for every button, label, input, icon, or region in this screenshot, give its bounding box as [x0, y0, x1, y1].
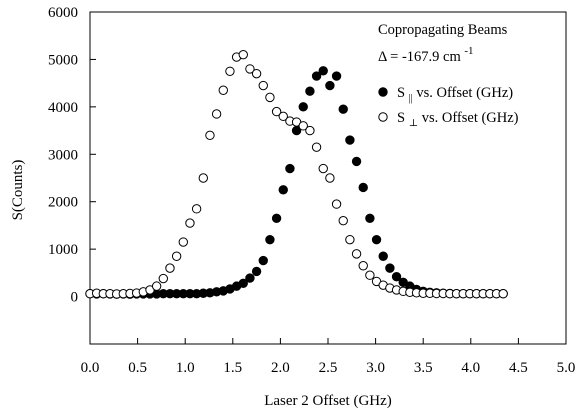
series-parallel	[85, 66, 508, 299]
data-point	[305, 125, 315, 136]
data-point	[345, 135, 355, 145]
data-point	[225, 66, 235, 76]
data-point	[271, 213, 282, 224]
data-point	[285, 163, 295, 174]
y-axis-ticks: 0 1000 2000 3000 4000 5000 6000	[48, 5, 96, 306]
data-point	[351, 249, 362, 259]
data-point	[158, 273, 169, 284]
data-point	[365, 213, 375, 224]
series-layer	[85, 49, 508, 299]
data-point	[351, 156, 362, 167]
data-point	[298, 102, 308, 112]
data-point	[258, 80, 268, 91]
y-tick-label: 2000	[48, 195, 78, 211]
data-point	[365, 270, 375, 280]
legend-perp-sub: ⊥	[409, 118, 418, 129]
data-point	[338, 104, 348, 114]
y-tick-label: 5000	[48, 52, 78, 68]
data-point	[218, 85, 228, 95]
data-point	[265, 234, 275, 245]
x-tick-label: 4.5	[509, 360, 528, 376]
legend-marker-perpendicular	[378, 112, 388, 122]
x-tick-label: 0.0	[81, 360, 100, 376]
x-tick-label: 3.5	[414, 360, 433, 376]
y-tick-label: 6000	[48, 5, 78, 21]
x-tick-label: 4.0	[461, 360, 480, 376]
data-point	[265, 92, 275, 103]
data-point	[318, 66, 328, 76]
data-point	[358, 261, 368, 271]
data-point	[271, 106, 282, 117]
data-point	[498, 289, 508, 299]
data-point	[325, 173, 335, 183]
legend-parallel-sub: ||	[409, 93, 413, 104]
data-point	[198, 173, 208, 183]
data-point	[311, 71, 322, 81]
data-point	[358, 182, 368, 193]
series-perpendicular	[85, 49, 508, 299]
data-point	[185, 218, 195, 228]
annotation-delta: Δ = -167.9 cm -1	[378, 45, 474, 65]
legend-label-perpendicular: S ⊥ vs. Offset (GHz)	[397, 110, 519, 130]
y-tick-label: 4000	[48, 100, 78, 116]
data-point	[338, 215, 348, 226]
legend-perp-rest: vs. Offset (GHz)	[422, 110, 519, 126]
annotation-delta-value: Δ = -167.9 cm	[378, 49, 461, 65]
legend-parallel-rest: vs. Offset (GHz)	[416, 85, 513, 101]
data-point	[331, 199, 342, 209]
data-point	[311, 142, 322, 152]
data-point	[331, 71, 342, 81]
data-point	[211, 109, 222, 119]
x-tick-label: 0.5	[128, 360, 147, 376]
x-tick-label: 1.5	[223, 360, 242, 376]
x-tick-label: 5.0	[557, 360, 576, 376]
data-point	[245, 273, 255, 283]
data-point	[318, 163, 328, 174]
data-point	[258, 255, 268, 266]
x-axis-ticks: 0.0 0.5 1.0 1.5 2.0 2.5 3.0 3.5 4.0 4.5 5.0	[81, 338, 576, 376]
data-point	[278, 111, 288, 122]
data-point	[298, 121, 308, 131]
legend-perp-main: S	[397, 110, 405, 126]
data-point	[245, 64, 255, 74]
data-point	[345, 234, 355, 245]
x-tick-label: 2.5	[319, 360, 338, 376]
data-point	[238, 278, 248, 288]
legend-label-parallel: S || vs. Offset (GHz)	[397, 85, 513, 105]
data-point	[278, 185, 288, 195]
data-point	[371, 234, 382, 245]
data-point	[171, 251, 182, 261]
data-point	[378, 251, 388, 261]
data-point	[238, 49, 248, 60]
data-point	[385, 263, 395, 273]
data-point	[205, 130, 215, 141]
y-tick-label: 1000	[48, 242, 78, 258]
legend-parallel-main: S	[397, 85, 405, 101]
data-point	[191, 204, 202, 214]
x-tick-label: 3.0	[366, 360, 385, 376]
x-tick-label: 2.0	[271, 360, 290, 376]
data-point	[165, 263, 175, 273]
data-point	[391, 271, 402, 282]
data-point	[251, 266, 262, 277]
annotation-delta-exponent: -1	[464, 45, 473, 57]
data-point	[325, 80, 335, 91]
x-tick-label: 1.0	[176, 360, 195, 376]
y-tick-label: 3000	[48, 147, 78, 163]
data-point	[151, 281, 162, 291]
y-tick-label: 0	[71, 290, 79, 306]
legend: S || vs. Offset (GHz) S ⊥ vs. Offset (GH…	[378, 85, 519, 130]
x-axis-label: Laser 2 Offset (GHz)	[264, 393, 392, 409]
data-point	[305, 86, 315, 96]
y-axis-label: S(Counts)	[10, 160, 26, 221]
data-point	[178, 237, 188, 247]
annotation-beams: Copropagating Beams	[378, 22, 508, 38]
data-point	[251, 68, 262, 79]
legend-marker-parallel	[378, 87, 388, 97]
